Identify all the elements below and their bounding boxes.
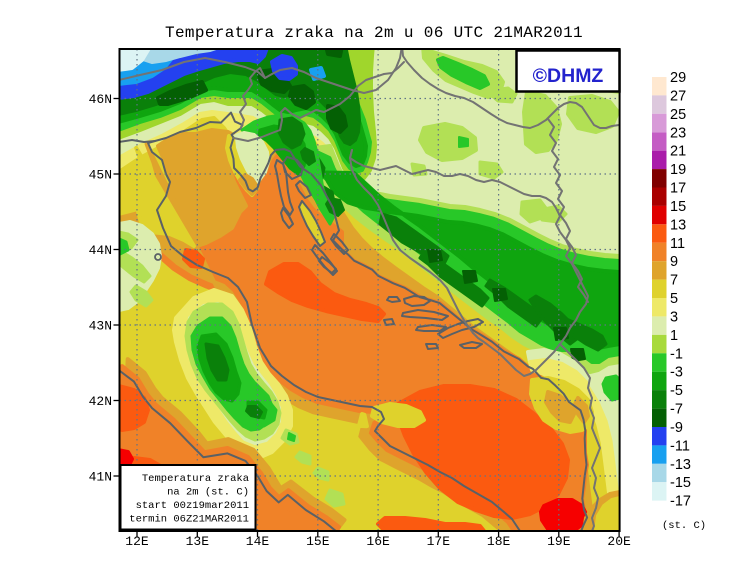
svg-text:15E: 15E <box>306 534 330 549</box>
svg-text:19: 19 <box>670 162 686 178</box>
svg-text:27: 27 <box>670 88 686 104</box>
svg-text:Temperatura zraka na 2m u 06 U: Temperatura zraka na 2m u 06 UTC 21MAR20… <box>165 24 583 42</box>
svg-text:-13: -13 <box>670 457 691 473</box>
svg-text:Temperatura zraka: Temperatura zraka <box>142 473 249 485</box>
svg-text:25: 25 <box>670 107 686 123</box>
svg-text:19E: 19E <box>547 534 571 549</box>
svg-text:13E: 13E <box>186 534 210 549</box>
svg-text:42N: 42N <box>89 394 112 409</box>
svg-text:18E: 18E <box>487 534 511 549</box>
svg-text:43N: 43N <box>89 319 112 334</box>
svg-text:-7: -7 <box>670 402 683 418</box>
svg-text:15: 15 <box>670 199 686 215</box>
svg-text:©DHMZ: ©DHMZ <box>533 65 604 87</box>
svg-text:20E: 20E <box>607 534 631 549</box>
svg-text:23: 23 <box>670 125 686 141</box>
svg-text:13: 13 <box>670 217 686 233</box>
svg-text:14E: 14E <box>246 534 270 549</box>
svg-text:21: 21 <box>670 144 686 160</box>
svg-text:44N: 44N <box>89 243 112 258</box>
svg-text:45N: 45N <box>89 168 112 183</box>
svg-text:na 2m (st. C): na 2m (st. C) <box>167 487 249 499</box>
svg-text:5: 5 <box>670 291 678 307</box>
svg-text:17E: 17E <box>427 534 451 549</box>
svg-text:29: 29 <box>670 70 686 86</box>
svg-text:-11: -11 <box>670 438 690 454</box>
svg-text:9: 9 <box>670 254 678 270</box>
svg-text:11: 11 <box>670 236 685 252</box>
svg-text:(st. C): (st. C) <box>662 520 706 532</box>
svg-text:-1: -1 <box>670 346 683 362</box>
svg-text:start 00z19mar2011: start 00z19mar2011 <box>136 500 249 512</box>
svg-text:16E: 16E <box>366 534 390 549</box>
svg-text:-17: -17 <box>670 494 691 510</box>
svg-text:3: 3 <box>670 310 678 326</box>
svg-text:1: 1 <box>670 328 678 344</box>
svg-text:termin 06Z21MAR2011: termin 06Z21MAR2011 <box>129 514 249 526</box>
svg-text:7: 7 <box>670 273 678 289</box>
svg-text:17: 17 <box>670 181 686 197</box>
svg-text:-9: -9 <box>670 420 683 436</box>
svg-text:-3: -3 <box>670 365 683 381</box>
svg-text:-15: -15 <box>670 475 691 491</box>
svg-text:-5: -5 <box>670 383 683 399</box>
svg-text:46N: 46N <box>89 92 112 107</box>
svg-text:41N: 41N <box>89 470 112 485</box>
svg-text:12E: 12E <box>125 534 149 549</box>
